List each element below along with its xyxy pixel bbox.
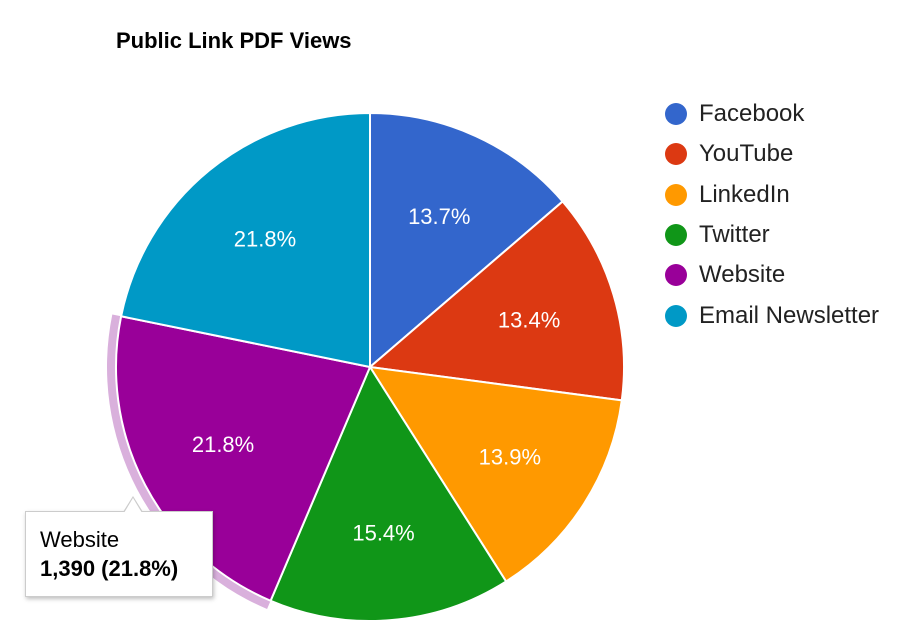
pie-slice-twitter[interactable]: [269, 364, 508, 622]
tooltip: Website 1,390 (21.8%): [25, 496, 213, 597]
legend-label: Facebook: [699, 100, 805, 128]
pie-slice-email-newsletter[interactable]: [119, 111, 371, 369]
slice-label-email-newsletter: 21.8%: [234, 226, 296, 251]
slice-label-facebook: 13.7%: [408, 204, 470, 229]
pie-slice-youtube[interactable]: [367, 200, 625, 402]
legend-label: Email Newsletter: [699, 301, 880, 329]
chart-title: Public Link PDF Views: [116, 28, 352, 53]
legend: Facebook YouTube LinkedIn Twitter Website Ema…: [665, 94, 879, 336]
legend-swatch-icon: [665, 143, 687, 166]
legend-swatch-icon: [665, 103, 687, 126]
slice-label-linkedin: 13.9%: [479, 444, 541, 469]
legend-swatch-icon: [665, 183, 687, 206]
legend-item-website[interactable]: Website: [665, 255, 879, 295]
legend-item-email-newsletter[interactable]: Email Newsletter: [665, 295, 879, 335]
tooltip-value: 1,390 (21.8%): [40, 556, 179, 581]
legend-item-linkedin[interactable]: LinkedIn: [665, 175, 879, 215]
legend-swatch-icon: [665, 304, 687, 327]
slice-label-youtube: 13.4%: [498, 308, 560, 333]
pie-slice-facebook[interactable]: [369, 111, 565, 370]
legend-label: LinkedIn: [699, 180, 790, 208]
legend-label: Website: [699, 261, 786, 289]
legend-label: Twitter: [699, 221, 770, 249]
legend-swatch-icon: [665, 264, 687, 287]
legend-swatch-icon: [665, 224, 687, 247]
tooltip-series-name: Website: [40, 527, 120, 552]
tooltip-pointer: [123, 496, 143, 513]
slice-label-website: 21.8%: [192, 432, 254, 457]
legend-item-facebook[interactable]: Facebook: [665, 94, 879, 134]
legend-item-youtube[interactable]: YouTube: [665, 134, 879, 174]
legend-item-twitter[interactable]: Twitter: [665, 215, 879, 255]
slice-label-twitter: 15.4%: [352, 520, 414, 545]
legend-label: YouTube: [699, 140, 794, 168]
pie-slice-linkedin[interactable]: [368, 365, 623, 583]
